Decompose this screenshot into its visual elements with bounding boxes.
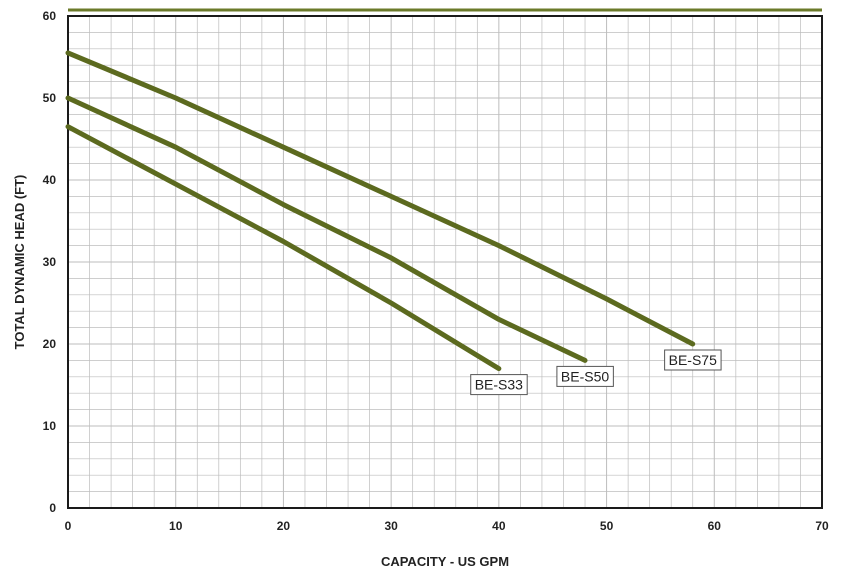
x-tick-label: 20 (277, 519, 291, 533)
series-line-be-s33 (65, 124, 502, 372)
series-label-be-s75: BE-S75 (664, 349, 722, 371)
series-line-be-s50 (65, 95, 588, 363)
y-tick-label: 0 (49, 501, 56, 515)
series-lines (65, 50, 696, 372)
y-tick-label: 10 (43, 419, 57, 433)
y-tick-label: 50 (43, 91, 57, 105)
series-label-text: BE-S33 (475, 377, 523, 393)
y-tick-label: 30 (43, 255, 57, 269)
series-labels: BE-S33 BE-S50 BE-S75 (470, 349, 722, 396)
y-axis-title: TOTAL DYNAMIC HEAD (FT) (12, 175, 27, 350)
series-line-be-s75 (65, 50, 696, 347)
x-tick-label: 10 (169, 519, 183, 533)
series-label-box (470, 374, 528, 396)
x-tick-label: 70 (815, 519, 829, 533)
x-axis-title: CAPACITY - US GPM (381, 554, 509, 569)
x-tick-label: 40 (492, 519, 506, 533)
y-tick-label: 20 (43, 337, 57, 351)
series-label-be-s50: BE-S50 (556, 365, 614, 387)
x-tick-label: 60 (708, 519, 722, 533)
axis-ticks: 0 10 20 30 40 50 60 70 0 10 20 30 40 50 60 (43, 9, 829, 533)
series-label-box (556, 365, 614, 387)
plot-frame (67, 15, 823, 509)
x-tick-label: 0 (65, 519, 72, 533)
x-tick-label: 30 (384, 519, 398, 533)
x-tick-label: 50 (600, 519, 614, 533)
series-label-be-s33: BE-S33 (470, 374, 528, 396)
series-label-text: BE-S75 (669, 352, 717, 368)
series-label-box (664, 349, 722, 371)
y-tick-label: 60 (43, 9, 57, 23)
y-tick-label: 40 (43, 173, 57, 187)
series-label-text: BE-S50 (561, 368, 609, 384)
